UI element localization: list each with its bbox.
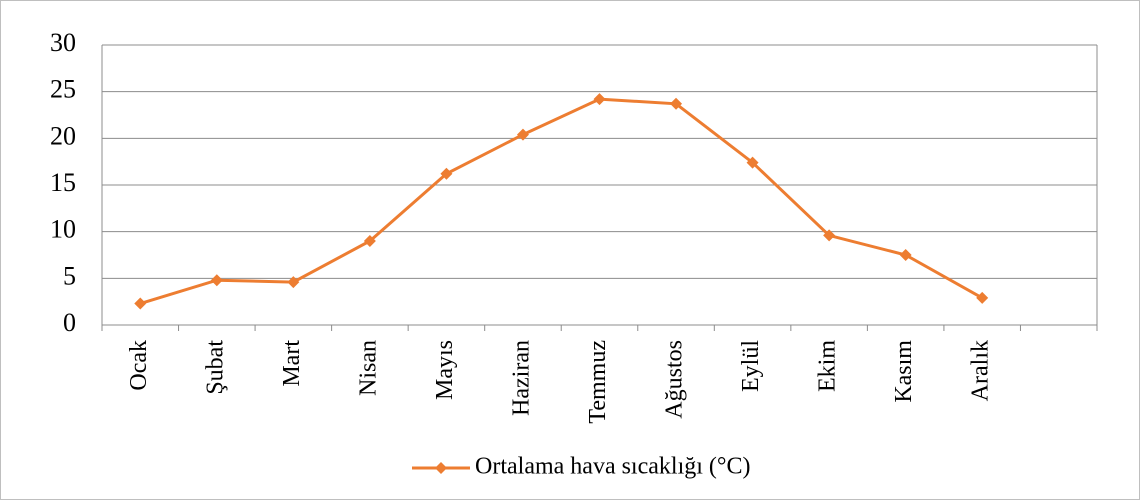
x-tick-label: Ekim bbox=[815, 340, 841, 392]
y-tick-label: 20 bbox=[50, 121, 76, 150]
x-tick-label: Ağustos bbox=[662, 340, 688, 419]
x-tick-label: Mayıs bbox=[432, 340, 458, 400]
point-marker bbox=[210, 274, 223, 287]
point-marker bbox=[670, 97, 683, 110]
point-marker bbox=[287, 276, 300, 289]
point-marker bbox=[440, 167, 453, 180]
x-tick-label: Eylül bbox=[738, 340, 764, 392]
x-tick-label: Aralık bbox=[968, 340, 994, 401]
x-tick-label: Nisan bbox=[355, 340, 381, 396]
y-tick-label: 0 bbox=[63, 308, 76, 337]
point-marker bbox=[976, 291, 989, 304]
y-tick-label: 25 bbox=[50, 75, 76, 104]
x-tick-label: Kasım bbox=[891, 340, 917, 403]
x-tick-label: Şubat bbox=[202, 340, 228, 395]
x-tick-label: Mart bbox=[279, 340, 305, 387]
point-marker bbox=[134, 297, 147, 310]
x-tick-label: Haziran bbox=[508, 340, 534, 416]
legend-label: Ortalama hava sıcaklığı (°C) bbox=[475, 454, 751, 480]
point-marker bbox=[899, 249, 912, 261]
y-tick-label: 5 bbox=[63, 261, 76, 290]
x-tick-label: Ocak bbox=[126, 340, 152, 391]
point-marker bbox=[363, 235, 376, 247]
point-marker bbox=[746, 156, 759, 169]
y-tick-label: 30 bbox=[50, 28, 76, 57]
point-marker bbox=[516, 128, 529, 141]
legend-marker bbox=[435, 462, 447, 474]
y-tick-label: 10 bbox=[50, 215, 76, 244]
x-tick-label: Temmuz bbox=[585, 340, 611, 424]
series-line bbox=[139, 97, 983, 305]
point-marker bbox=[823, 229, 836, 242]
point-marker bbox=[593, 93, 606, 106]
y-tick-label: 15 bbox=[50, 168, 76, 197]
